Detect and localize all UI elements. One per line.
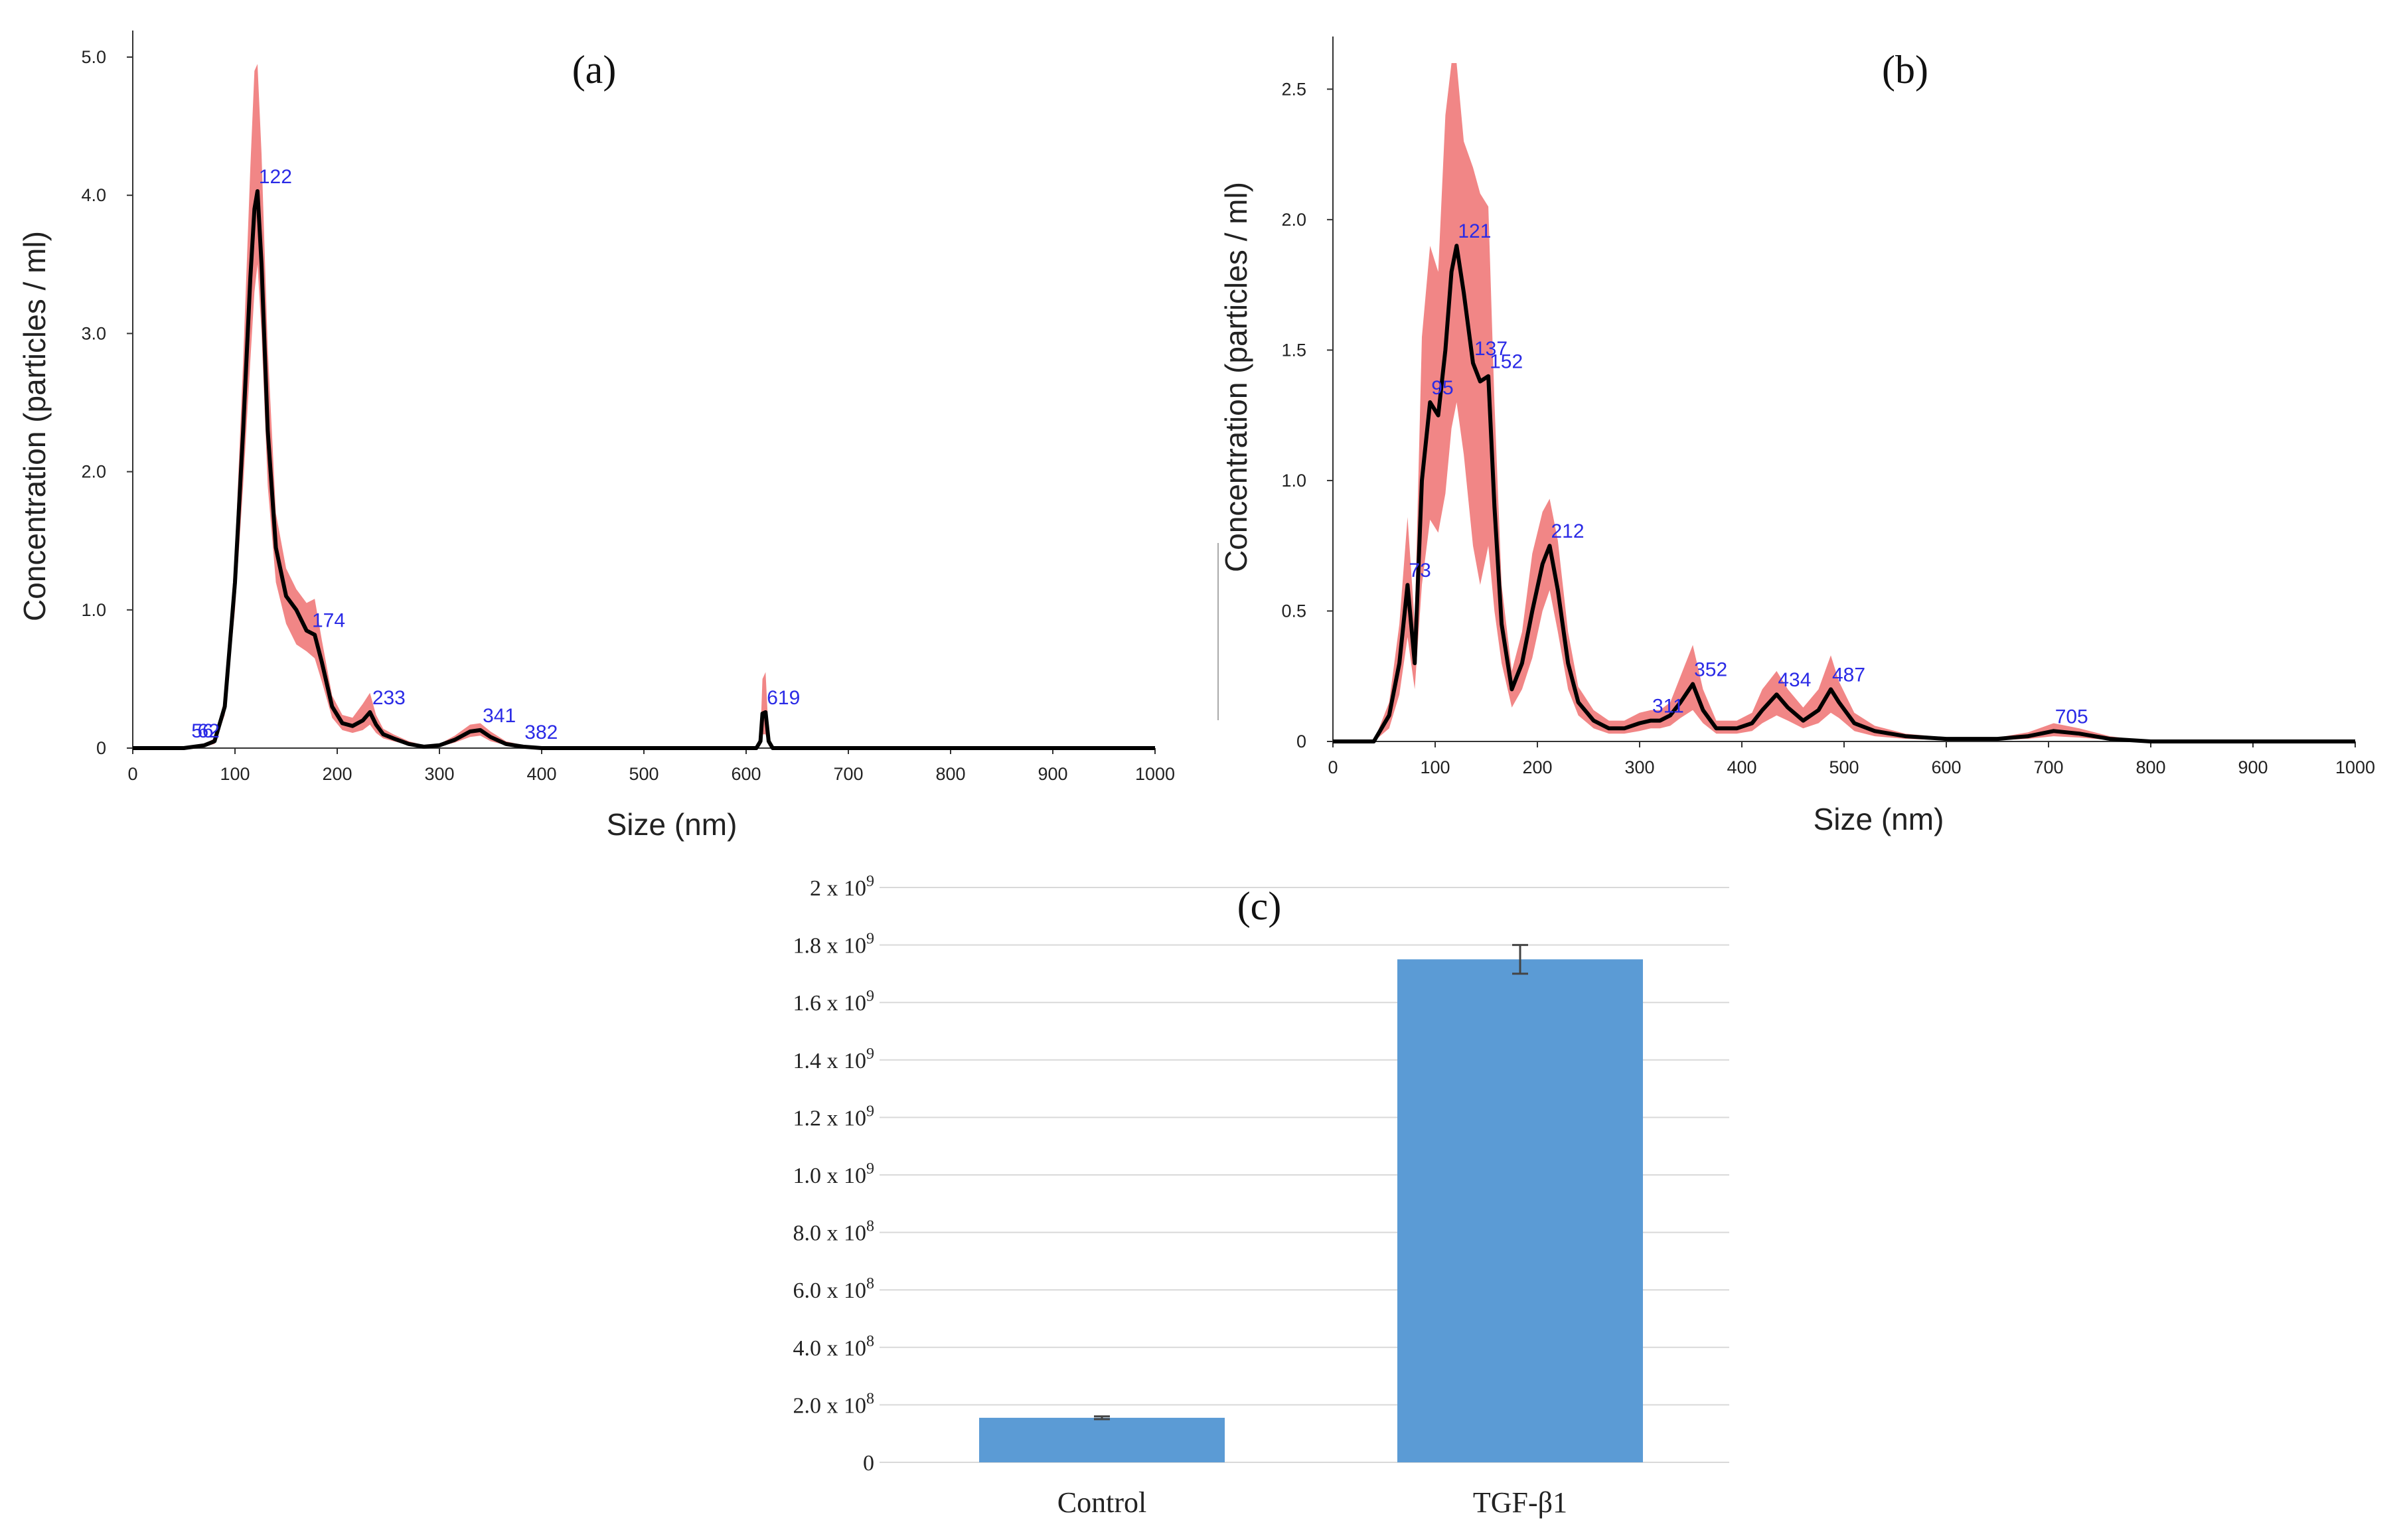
chart-b-x-tick-label: 200 <box>1522 757 1552 777</box>
chart-c-category-label: TGF-β1 <box>1473 1486 1567 1519</box>
chart-b-x-tick-label: 300 <box>1624 757 1654 777</box>
chart-a-x-tick-label: 200 <box>322 764 352 784</box>
chart-b-x-tick-label: 700 <box>2033 757 2063 777</box>
chart-c-y-tick-label: 1.6 x 109 <box>793 988 875 1016</box>
chart-a-mean-line <box>133 189 1155 750</box>
chart-c-bar <box>979 1417 1225 1462</box>
chart-c-y-tick-label: 1.4 x 109 <box>793 1045 875 1073</box>
chart-a-y-tick-label: 4.0 <box>81 185 106 205</box>
chart-a-x-tick-label: 800 <box>935 764 965 784</box>
chart-a-ylabel: Concentration (particles / ml) <box>17 231 52 621</box>
chart-c-title: (c) <box>1237 884 1282 928</box>
chart-a-peak-label: 382 <box>524 722 558 743</box>
chart-a-y-tick-label: 0 <box>96 738 106 758</box>
chart-b-x-tick-label: 400 <box>1727 757 1756 777</box>
chart-a-x-tick-label: 900 <box>1038 764 1067 784</box>
chart-c-y-tick-label: 2.0 x 108 <box>793 1390 875 1418</box>
chart-b-peak-label: 705 <box>2055 706 2088 728</box>
chart-c-y-tick-label: 1.8 x 109 <box>793 931 875 959</box>
chart-b-x-tick-label: 0 <box>1328 757 1338 777</box>
chart-c-y-tick-label: 4.0 x 108 <box>793 1333 875 1361</box>
chart-b-y-tick-label: 1.0 <box>1281 471 1306 491</box>
chart-a-y-tick-label: 1.0 <box>81 600 106 620</box>
chart-b-y-tick-label: 2.5 <box>1281 79 1306 99</box>
chart-c-y-tick-label: 1.0 x 109 <box>793 1160 875 1188</box>
chart-a-peak-label: 56 <box>191 720 213 742</box>
chart-b-y-tick-label: 0.5 <box>1281 601 1306 621</box>
chart-b: (b) Concentration (particles / ml) Size … <box>1217 37 2375 836</box>
chart-b-y-tick-label: 2.0 <box>1281 210 1306 230</box>
chart-b-x-tick-label: 1000 <box>2335 757 2375 777</box>
chart-b-mean-line <box>1333 244 2355 743</box>
chart-b-x-tick-label: 800 <box>2135 757 2165 777</box>
chart-b-peak-label: 487 <box>1832 664 1865 686</box>
chart-a-x-tick-label: 500 <box>629 764 659 784</box>
chart-b-peak-label: 73 <box>1409 560 1431 581</box>
chart-a-x-tick-label: 300 <box>424 764 454 784</box>
chart-b-peak-label: 95 <box>1431 377 1453 399</box>
chart-b-peak-label: 152 <box>1490 351 1523 373</box>
chart-a-peak-label: 62 <box>197 720 219 742</box>
chart-c-y-tick-label: 2 x 109 <box>810 873 874 901</box>
chart-c-y-tick-label: 8.0 x 108 <box>793 1218 875 1246</box>
chart-a-peak-label: 341 <box>483 705 516 727</box>
chart-b-y-tick-label: 1.5 <box>1281 340 1306 360</box>
chart-b-ylabel: Concentration (particles / ml) <box>1219 182 1253 572</box>
chart-a-title: (a) <box>572 48 617 92</box>
chart-c-y-tick-label: 1.2 x 109 <box>793 1103 875 1130</box>
chart-a-y-tick-label: 3.0 <box>81 323 106 343</box>
chart-a-xlabel: Size (nm) <box>607 807 737 842</box>
chart-a-y-tick-label: 2.0 <box>81 462 106 482</box>
chart-b-xlabel: Size (nm) <box>1814 802 1944 836</box>
chart-a-x-tick-label: 1000 <box>1135 764 1175 784</box>
chart-a-x-tick-label: 0 <box>127 764 137 784</box>
chart-b-peak-label: 212 <box>1551 520 1584 542</box>
chart-b-x-tick-label: 900 <box>2238 757 2268 777</box>
chart-c-bar <box>1397 959 1643 1462</box>
chart-a-peak-label: 122 <box>259 166 292 188</box>
chart-b-x-tick-label: 600 <box>1931 757 1961 777</box>
chart-a-x-tick-label: 700 <box>833 764 863 784</box>
chart-a: (a) Concentration (particles / ml) Size … <box>17 31 1175 842</box>
chart-b-y-tick-label: 0 <box>1296 732 1306 751</box>
chart-c-category-label: Control <box>1057 1486 1146 1519</box>
chart-b-peak-label: 352 <box>1694 659 1727 681</box>
chart-b-peak-label: 434 <box>1778 669 1811 691</box>
chart-a-peak-label: 174 <box>312 609 345 631</box>
chart-a-x-tick-label: 600 <box>731 764 761 784</box>
chart-c-y-tick-label: 6.0 x 108 <box>793 1275 875 1303</box>
chart-a-x-tick-label: 100 <box>220 764 250 784</box>
chart-b-x-tick-label: 100 <box>1420 757 1450 777</box>
chart-b-peak-label: 137 <box>1474 338 1508 360</box>
chart-a-peak-label: 619 <box>767 687 800 709</box>
chart-b-title: (b) <box>1882 48 1928 92</box>
chart-b-peak-label: 121 <box>1458 220 1491 242</box>
chart-b-x-tick-label: 500 <box>1829 757 1859 777</box>
chart-a-x-tick-label: 400 <box>526 764 556 784</box>
chart-b-peak-label: 311 <box>1652 696 1684 718</box>
chart-a-y-tick-label: 5.0 <box>81 47 106 67</box>
chart-c: (c) 0 2.0 x 108 4.0 x 108 6.0 x 108 8.0 x 10… <box>793 873 1729 1519</box>
chart-a-peak-label: 233 <box>372 687 406 709</box>
chart-c-y-tick-label: 0 <box>863 1451 874 1476</box>
